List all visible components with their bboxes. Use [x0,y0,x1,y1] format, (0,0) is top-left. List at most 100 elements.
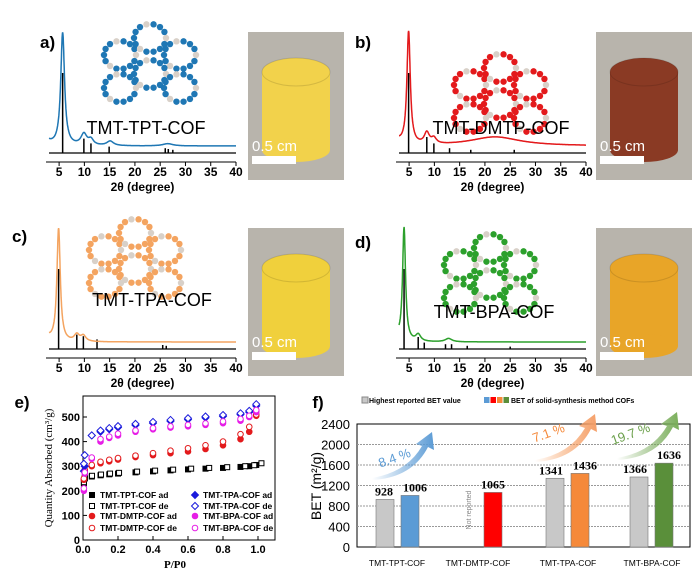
atom [506,305,514,313]
x-tick-label: 10 [78,165,92,179]
monolith-photo: 0.5 cm [248,228,344,376]
atom [483,258,490,265]
atom [130,34,138,42]
bar [654,462,674,548]
monolith-top [261,253,331,283]
x-tick-label: 0.2 [110,544,125,556]
atom [476,92,484,100]
atom [476,255,484,263]
data-point [88,512,96,520]
data-point [105,433,113,440]
data-label: 1436 [573,458,597,472]
data-point [237,415,244,423]
atom [105,233,112,240]
atom [482,58,489,66]
atom [541,120,548,128]
atom [85,246,93,254]
legend-entry: TMT-TPT-COF ad [100,490,168,500]
data-point [79,459,89,468]
atom [516,92,524,100]
atom [482,114,490,122]
atom [471,267,478,275]
atom [147,285,154,293]
atom [486,75,494,83]
data-point [191,524,199,532]
atom [98,293,105,300]
atom [162,90,169,98]
atom [117,279,125,287]
atom [490,294,497,301]
atom [446,283,454,291]
atom [472,250,479,258]
atom [442,288,449,296]
atom [120,98,127,105]
atom [128,252,135,259]
cof-name-label: TMT-TPA-COF [92,290,212,310]
data-point [219,418,227,425]
atom [453,275,460,282]
atom [150,84,157,91]
atom [476,233,484,241]
atom [132,84,140,92]
scale-bar [600,352,644,360]
x-tick-label: 30 [179,165,193,179]
x-tick-label: 5 [56,165,63,179]
data-point [149,449,157,457]
atom [500,294,508,302]
bar [629,476,649,548]
atom [531,288,538,296]
atom [143,57,150,64]
atom [158,266,165,273]
data-point [184,444,192,452]
atom [516,70,524,78]
data-point [81,469,89,476]
atom [513,308,520,315]
atom [486,53,494,61]
atom [472,294,480,302]
atom [442,267,449,275]
atom [106,73,114,81]
x-tick-label: 15 [453,165,467,179]
bar [545,477,565,548]
y-axis-label: BET (m²/g) [308,452,324,520]
atom [452,87,459,95]
x-tick-label: 15 [103,361,117,375]
x-axis-label: 2θ (degree) [111,180,175,194]
atom [463,95,470,102]
atom [186,62,194,70]
x-tick-label: 35 [204,165,218,179]
y-tick-label: 100 [62,510,80,522]
atom [541,87,548,95]
data-point [80,485,88,492]
atom [141,254,149,262]
data-point [251,462,258,469]
monolith-photo: 0.5 cm [596,228,692,376]
data-label: 1341 [539,463,563,477]
data-point [242,463,249,470]
series-tmt-bpa-cof-de [80,406,260,492]
atom [162,45,169,53]
data-point [206,464,213,471]
legend-swatch [490,397,496,403]
atom [506,89,514,97]
data-point [98,471,105,478]
atom [502,267,509,275]
data-point [201,412,210,421]
data-point [167,447,174,455]
atom [162,34,170,42]
atom [523,95,530,102]
data-point [134,468,141,475]
atom [476,103,484,111]
atom [162,78,169,86]
atom [523,101,530,108]
atom [480,64,488,72]
atom [496,269,504,277]
atom [472,274,479,282]
atom [173,98,180,105]
atom [132,64,139,72]
atom [446,250,454,258]
atom [117,235,124,243]
atom [141,218,149,226]
atom [160,84,168,92]
